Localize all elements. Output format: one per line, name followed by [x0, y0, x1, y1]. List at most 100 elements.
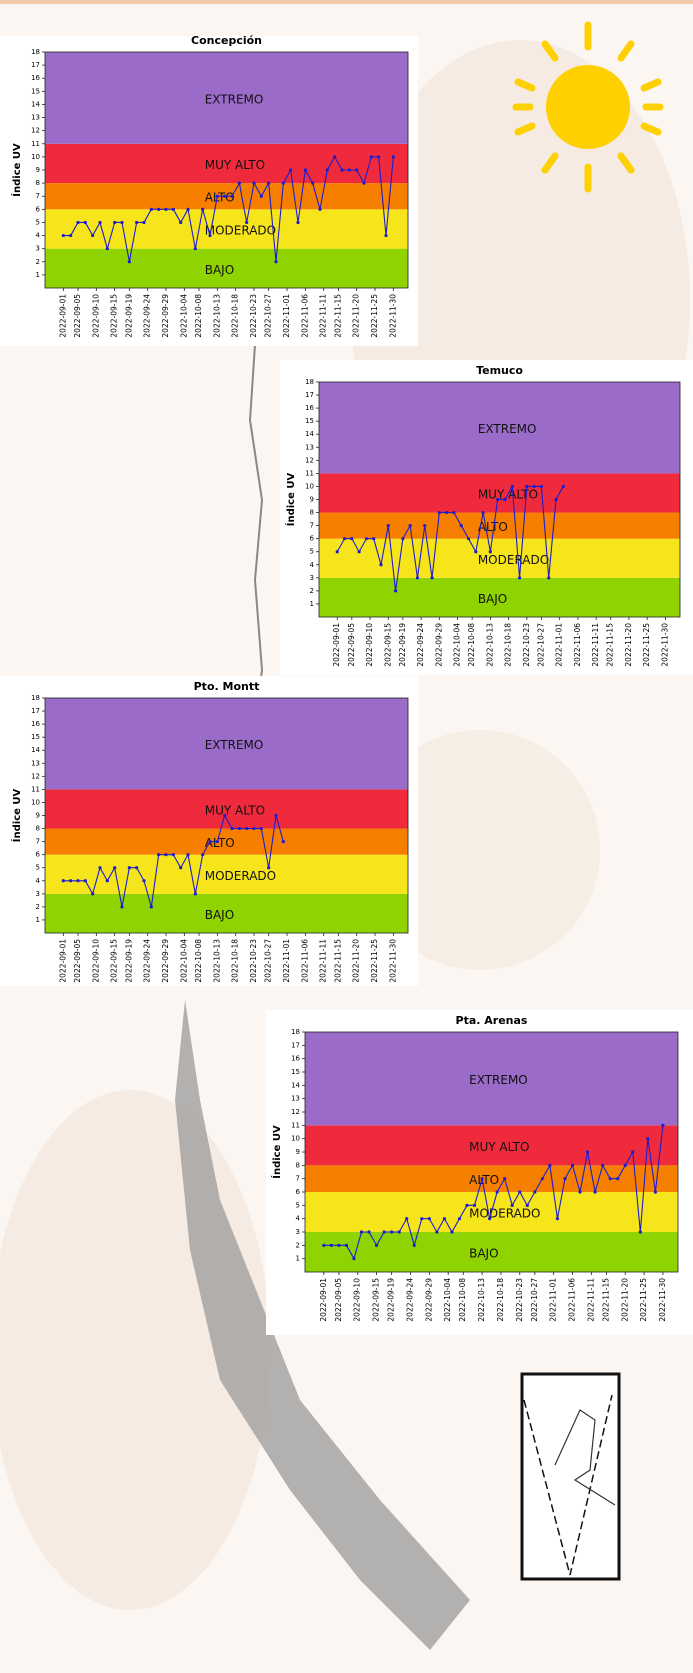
uv-point — [149, 207, 153, 211]
uv-band — [45, 854, 408, 894]
y-tick-label: 10 — [31, 798, 40, 806]
uv-line — [336, 484, 564, 591]
uv-point — [230, 826, 234, 831]
band-label: ALTO — [205, 836, 235, 850]
x-tick-label: 2022-10-18 — [231, 294, 240, 338]
y-tick-label: 17 — [291, 1041, 300, 1049]
y-tick-label: 17 — [305, 391, 314, 399]
x-tick-label: 2022-10-27 — [264, 939, 273, 983]
chart: BAJO MODERADO ALTO MUY ALTO EXTREMO Pta. Aren… — [266, 1010, 693, 1335]
uv-point — [337, 1243, 341, 1247]
uv-point — [653, 1190, 657, 1194]
y-axis-label: Índice UV — [10, 789, 23, 843]
x-tick-label: 2022-10-23 — [249, 294, 258, 338]
x-tick-label: 2022-09-29 — [161, 939, 170, 983]
uv-point — [480, 1177, 484, 1181]
uv-band — [45, 789, 408, 829]
uv-point — [503, 497, 507, 502]
x-tick-label: 2022-10-23 — [515, 1278, 524, 1322]
y-tick-label: 3 — [296, 1228, 300, 1236]
band-label: MODERADO — [205, 224, 276, 238]
uv-point — [570, 1163, 575, 1167]
uv-point — [548, 1163, 552, 1167]
uv-point — [274, 813, 278, 818]
y-tick-label: 14 — [305, 430, 314, 438]
x-tick-label: 2022-09-24 — [143, 294, 152, 338]
y-tick-label: 16 — [291, 1055, 300, 1063]
x-tick-label: 2022-11-30 — [388, 939, 397, 983]
x-tick-label: 2022-10-08 — [194, 939, 203, 983]
uv-point — [401, 537, 405, 541]
uv-point — [208, 840, 212, 844]
uv-point — [525, 484, 529, 489]
uv-point — [390, 1230, 394, 1234]
uv-point — [608, 1177, 612, 1181]
x-tick-label: 2022-09-24 — [405, 1278, 414, 1322]
uv-point — [259, 194, 263, 198]
uv-point — [120, 220, 124, 225]
x-tick-label: 2022-10-13 — [212, 939, 221, 983]
uv-band — [45, 698, 408, 790]
uv-point — [237, 181, 241, 185]
x-tick-label: 2022-10-08 — [458, 1278, 467, 1322]
y-tick-label: 8 — [296, 1161, 300, 1169]
band-label: BAJO — [469, 1247, 498, 1261]
uv-point — [215, 840, 219, 844]
chart-title: Pto. Montt — [194, 680, 260, 693]
uv-point — [525, 1203, 529, 1207]
uv-point — [164, 853, 168, 857]
x-tick-label: 2022-10-27 — [264, 294, 273, 338]
band-label: EXTREMO — [205, 92, 264, 106]
uv-band — [319, 512, 680, 539]
uv-point — [164, 207, 168, 211]
y-tick-label: 2 — [36, 903, 40, 911]
y-tick-label: 15 — [31, 733, 40, 741]
uv-point — [561, 484, 565, 489]
uv-point — [179, 220, 183, 225]
y-tick-label: 9 — [36, 812, 40, 820]
y-axis-label: Índice UV — [10, 143, 23, 197]
uv-point — [333, 155, 337, 159]
uv-point — [201, 853, 205, 857]
uv-point — [547, 576, 551, 580]
band-label: MODERADO — [478, 553, 549, 567]
x-tick-label: 2022-11-30 — [660, 623, 669, 667]
uv-point — [325, 168, 329, 172]
x-tick-label: 2022-10-27 — [536, 623, 545, 667]
uv-point — [616, 1177, 620, 1181]
uv-point — [459, 524, 463, 528]
uv-point — [357, 550, 361, 554]
y-tick-label: 8 — [36, 825, 40, 833]
uv-point — [340, 168, 344, 172]
x-tick-label: 2022-10-23 — [522, 623, 531, 667]
uv-point — [120, 905, 124, 909]
x-tick-label: 2022-10-04 — [179, 939, 188, 983]
uv-point — [350, 537, 354, 541]
band-label: BAJO — [478, 592, 507, 606]
y-tick-label: 12 — [305, 456, 314, 464]
y-tick-label: 9 — [36, 166, 40, 174]
uv-point — [472, 1203, 477, 1207]
uv-point — [347, 168, 351, 172]
y-tick-label: 1 — [36, 916, 40, 924]
uv-point — [105, 879, 109, 883]
band-label: MUY ALTO — [469, 1140, 529, 1154]
top-edge — [0, 0, 693, 4]
uv-point — [237, 826, 241, 831]
uv-point — [474, 550, 478, 554]
y-tick-label: 6 — [310, 535, 315, 543]
y-tick-label: 15 — [291, 1068, 300, 1076]
uv-point — [113, 866, 117, 870]
x-tick-label: 2022-11-25 — [370, 294, 379, 338]
y-tick-label: 2 — [310, 587, 314, 595]
y-tick-label: 7 — [296, 1175, 300, 1183]
uv-point — [391, 155, 395, 159]
y-tick-label: 5 — [310, 548, 314, 556]
uv-point — [442, 1217, 447, 1221]
uv-point — [252, 826, 256, 831]
x-tick-label: 2022-11-01 — [555, 623, 564, 667]
y-tick-label: 4 — [296, 1215, 301, 1223]
x-tick-label: 2022-11-20 — [624, 623, 633, 667]
uv-point — [98, 866, 102, 870]
